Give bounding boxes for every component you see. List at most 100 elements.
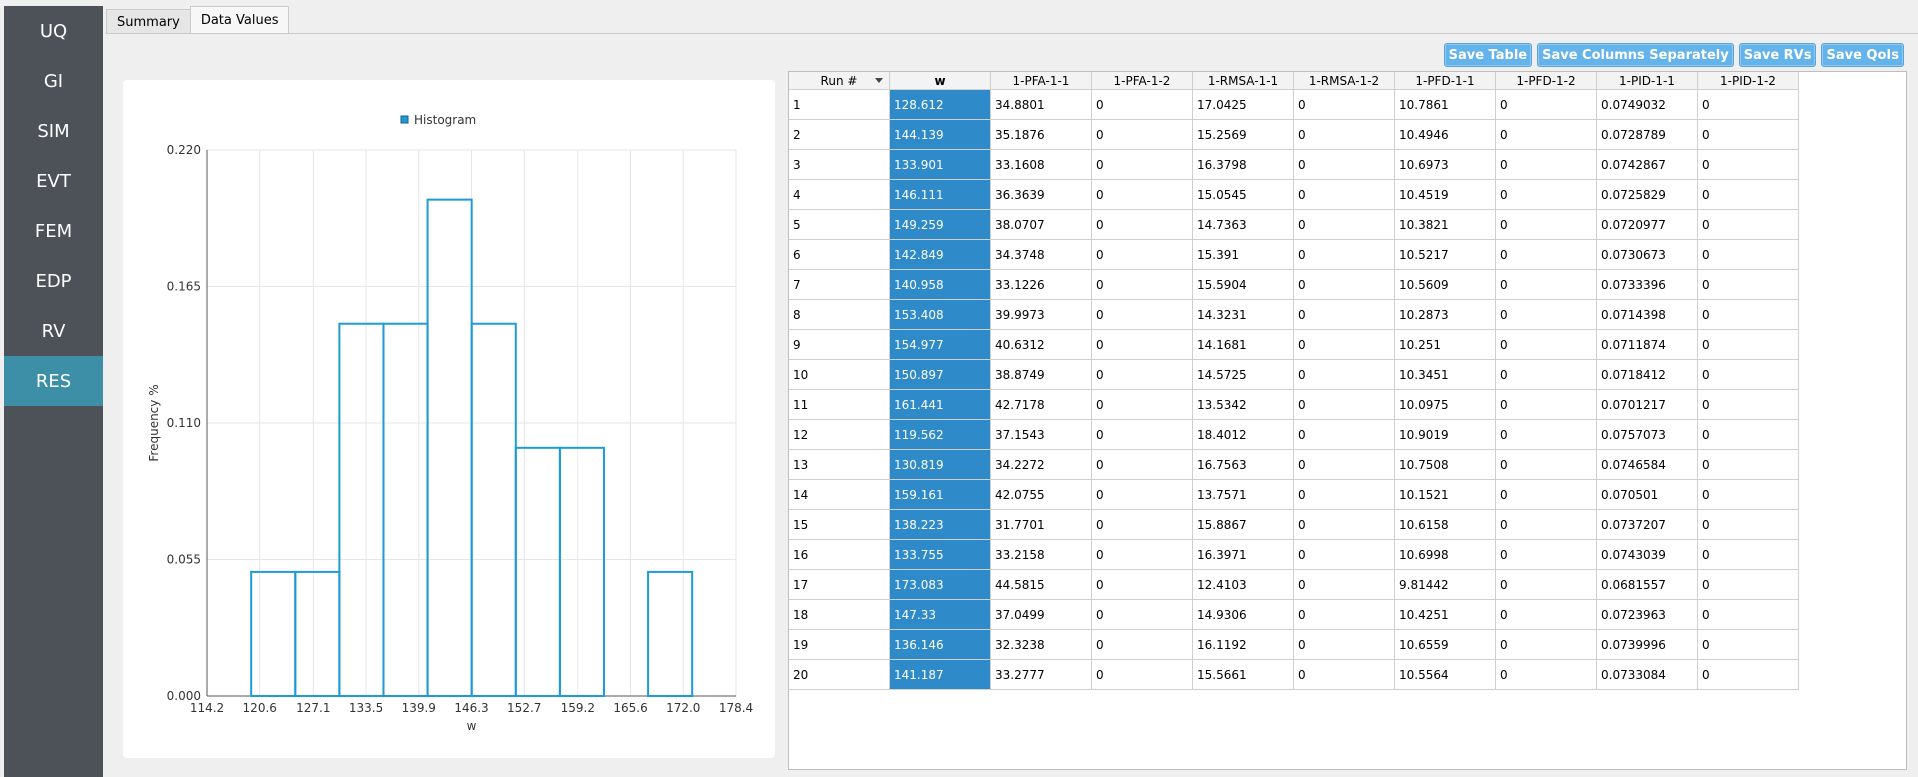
- table-cell[interactable]: 14.9306: [1192, 599, 1294, 630]
- table-row[interactable]: 17 173.083 44.5815 0 12.4103 0 9.81442 0 0.06815…: [789, 569, 1799, 600]
- table-cell[interactable]: 0.0723963: [1596, 599, 1698, 630]
- table-cell[interactable]: 0: [1697, 89, 1799, 120]
- save-qois-button[interactable]: Save QoIs: [1821, 43, 1904, 67]
- table-cell[interactable]: 10.5217: [1394, 239, 1496, 270]
- table-cell[interactable]: 16.1192: [1192, 629, 1294, 660]
- table-cell[interactable]: 2: [789, 119, 890, 150]
- sidebar-item-fem[interactable]: FEM: [34, 220, 73, 242]
- table-row[interactable]: 19 136.146 32.3238 0 16.1192 0 10.6559 0 0.07399…: [789, 629, 1799, 660]
- table-cell[interactable]: 173.083: [889, 569, 991, 600]
- table-cell[interactable]: 33.2777: [990, 659, 1092, 690]
- table-cell[interactable]: 0.0743039: [1596, 539, 1698, 570]
- table-cell[interactable]: 15.5661: [1192, 659, 1294, 690]
- table-cell[interactable]: 0: [1495, 299, 1597, 330]
- table-cell[interactable]: 0: [1495, 419, 1597, 450]
- table-cell[interactable]: 0: [1293, 299, 1395, 330]
- table-cell[interactable]: 136.146: [889, 629, 991, 660]
- table-cell[interactable]: 0: [1697, 419, 1799, 450]
- table-cell[interactable]: 0: [1495, 269, 1597, 300]
- table-cell[interactable]: 0: [1697, 119, 1799, 150]
- table-cell[interactable]: 9: [789, 329, 890, 360]
- table-cell[interactable]: 0: [1293, 119, 1395, 150]
- table-cell[interactable]: 0.0749032: [1596, 89, 1698, 120]
- table-row[interactable]: 8 153.408 39.9973 0 14.3231 0 10.2873 0 0.071439…: [789, 299, 1799, 330]
- table-cell[interactable]: 0: [1495, 629, 1597, 660]
- table-cell[interactable]: 10.4251: [1394, 599, 1496, 630]
- table-cell[interactable]: 42.7178: [990, 389, 1092, 420]
- table-cell[interactable]: 10.4946: [1394, 119, 1496, 150]
- table-cell[interactable]: 0.0739996: [1596, 629, 1698, 660]
- table-cell[interactable]: 0: [1293, 239, 1395, 270]
- table-row[interactable]: 9 154.977 40.6312 0 14.1681 0 10.251 0 0.0711874…: [789, 329, 1799, 360]
- column-header[interactable]: Run #: [789, 72, 890, 90]
- table-cell[interactable]: 0.0728789: [1596, 119, 1698, 150]
- table-cell[interactable]: 36.3639: [990, 179, 1092, 210]
- table-cell[interactable]: 12: [789, 419, 890, 450]
- table-cell[interactable]: 154.977: [889, 329, 991, 360]
- table-cell[interactable]: 37.1543: [990, 419, 1092, 450]
- table-row[interactable]: 15 138.223 31.7701 0 15.8867 0 10.6158 0 0.07372…: [789, 509, 1799, 540]
- table-cell[interactable]: 14: [789, 479, 890, 510]
- table-cell[interactable]: 0.0746584: [1596, 449, 1698, 480]
- table-cell[interactable]: 0.0730673: [1596, 239, 1698, 270]
- table-cell[interactable]: 0: [1697, 569, 1799, 600]
- table-cell[interactable]: 39.9973: [990, 299, 1092, 330]
- sidebar-item-edp[interactable]: EDP: [35, 270, 72, 292]
- table-cell[interactable]: 0: [1293, 179, 1395, 210]
- table-cell[interactable]: 34.8801: [990, 89, 1092, 120]
- table-cell[interactable]: 0.0757073: [1596, 419, 1698, 450]
- table-cell[interactable]: 0: [1697, 149, 1799, 180]
- table-cell[interactable]: 0: [1293, 389, 1395, 420]
- table-cell[interactable]: 40.6312: [990, 329, 1092, 360]
- column-header[interactable]: 1-PFA-1-1: [990, 72, 1092, 90]
- table-cell[interactable]: 38.0707: [990, 209, 1092, 240]
- table-cell[interactable]: 13: [789, 449, 890, 480]
- table-cell[interactable]: 142.849: [889, 239, 991, 270]
- table-row[interactable]: 7 140.958 33.1226 0 15.5904 0 10.5609 0 0.073339…: [789, 269, 1799, 300]
- table-cell[interactable]: 10.6973: [1394, 149, 1496, 180]
- sidebar-item-gi[interactable]: GI: [43, 70, 64, 92]
- table-cell[interactable]: 18: [789, 599, 890, 630]
- column-header[interactable]: 1-PFD-1-2: [1495, 72, 1597, 90]
- table-cell[interactable]: 16.3971: [1192, 539, 1294, 570]
- table-cell[interactable]: 10.251: [1394, 329, 1496, 360]
- column-header[interactable]: 1-PFA-1-2: [1091, 72, 1193, 90]
- table-row[interactable]: 14 159.161 42.0755 0 13.7571 0 10.1521 0 0.07050…: [789, 479, 1799, 510]
- table-cell[interactable]: 0: [1697, 599, 1799, 630]
- table-cell[interactable]: 0: [1495, 179, 1597, 210]
- table-row[interactable]: 3 133.901 33.1608 0 16.3798 0 10.6973 0 0.074286…: [789, 149, 1799, 180]
- table-cell[interactable]: 0: [1495, 329, 1597, 360]
- table-row[interactable]: 6 142.849 34.3748 0 15.391 0 10.5217 0 0.0730673…: [789, 239, 1799, 270]
- table-cell[interactable]: 16.7563: [1192, 449, 1294, 480]
- table-cell[interactable]: 0.0737207: [1596, 509, 1698, 540]
- table-cell[interactable]: 10.5564: [1394, 659, 1496, 690]
- table-row[interactable]: 16 133.755 33.2158 0 16.3971 0 10.6998 0 0.07430…: [789, 539, 1799, 570]
- table-cell[interactable]: 0: [1495, 359, 1597, 390]
- table-cell[interactable]: 0: [1091, 419, 1193, 450]
- table-cell[interactable]: 0: [1697, 299, 1799, 330]
- table-cell[interactable]: 0: [1091, 329, 1193, 360]
- table-cell[interactable]: 0: [1091, 179, 1193, 210]
- table-cell[interactable]: 8: [789, 299, 890, 330]
- sidebar-item-res[interactable]: RES: [4, 356, 103, 406]
- save-table-button[interactable]: Save Table: [1443, 43, 1533, 67]
- table-cell[interactable]: 0: [1697, 629, 1799, 660]
- table-cell[interactable]: 0: [1293, 629, 1395, 660]
- table-cell[interactable]: 14.1681: [1192, 329, 1294, 360]
- table-cell[interactable]: 6: [789, 239, 890, 270]
- table-cell[interactable]: 0: [1697, 479, 1799, 510]
- table-cell[interactable]: 0.0733396: [1596, 269, 1698, 300]
- table-cell[interactable]: 0: [1293, 89, 1395, 120]
- table-cell[interactable]: 0: [1091, 359, 1193, 390]
- table-cell[interactable]: 0.0681557: [1596, 569, 1698, 600]
- table-cell[interactable]: 15: [789, 509, 890, 540]
- table-cell[interactable]: 0: [1293, 149, 1395, 180]
- table-cell[interactable]: 128.612: [889, 89, 991, 120]
- table-cell[interactable]: 0: [1697, 239, 1799, 270]
- table-cell[interactable]: 0: [1091, 89, 1193, 120]
- table-cell[interactable]: 0: [1495, 569, 1597, 600]
- table-cell[interactable]: 0: [1091, 449, 1193, 480]
- table-cell[interactable]: 161.441: [889, 389, 991, 420]
- table-row[interactable]: 12 119.562 37.1543 0 18.4012 0 10.9019 0 0.07570…: [789, 419, 1799, 450]
- table-cell[interactable]: 140.958: [889, 269, 991, 300]
